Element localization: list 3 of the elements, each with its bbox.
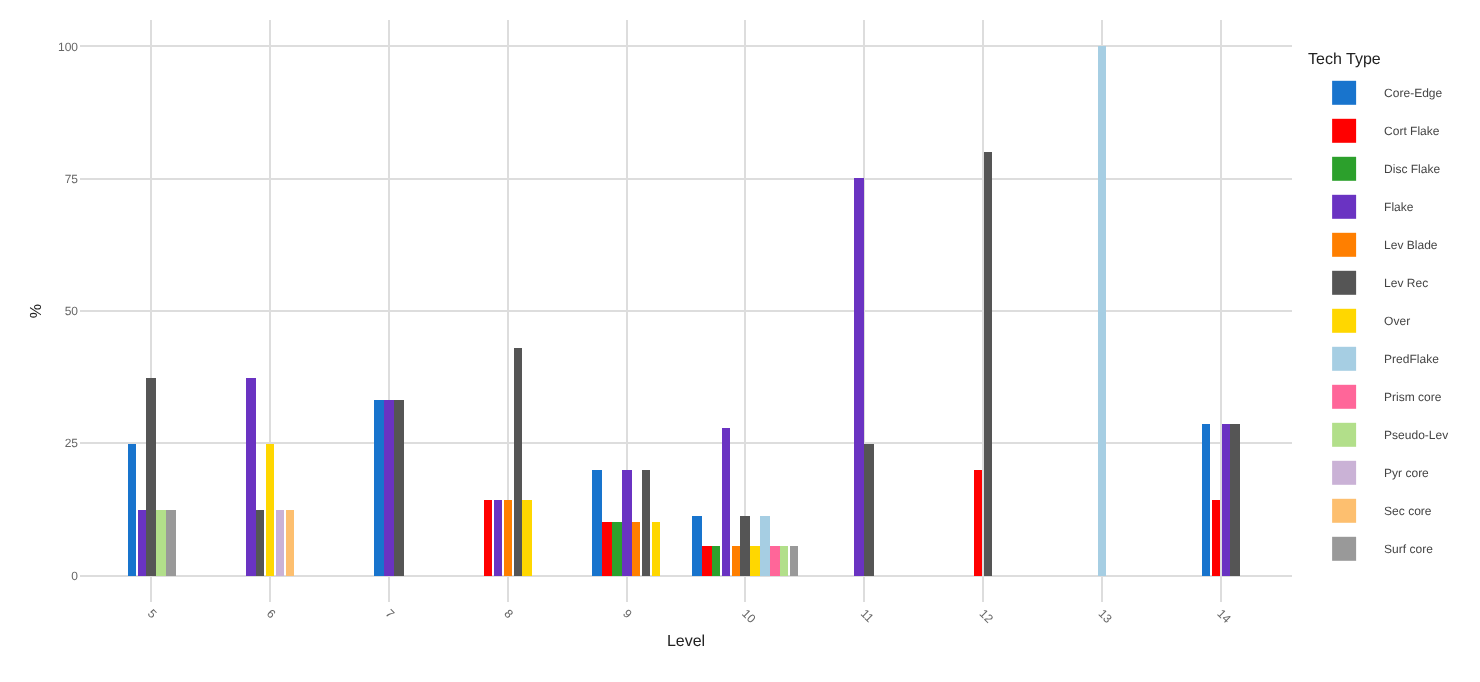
legend-title: Tech Type [1308, 49, 1382, 68]
y-axis-title: % [27, 303, 46, 319]
x-axis-title: Level [666, 631, 706, 650]
